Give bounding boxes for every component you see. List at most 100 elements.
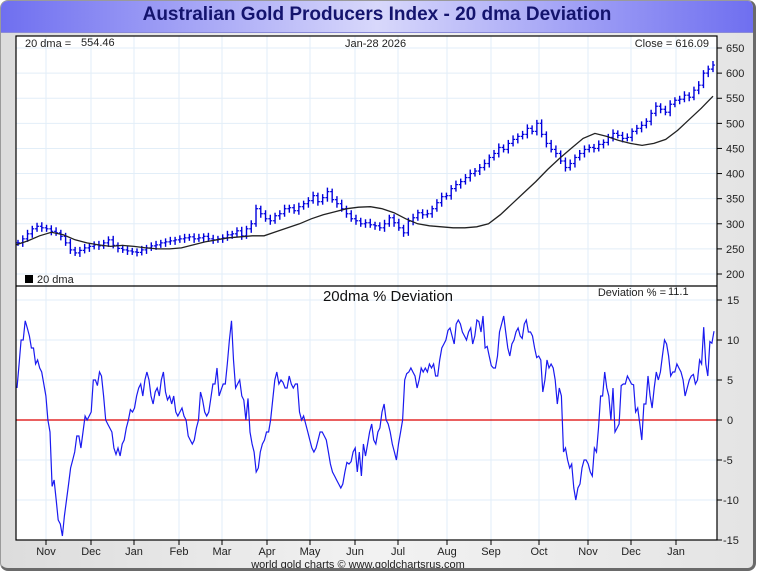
price-bar (106, 236, 111, 247)
price-bar (58, 229, 63, 241)
deviation-readout-value: 11.1 (668, 286, 689, 298)
price-bar (663, 105, 668, 116)
deviation-tick-label: -15 (723, 535, 739, 547)
price-bar (49, 225, 54, 236)
month-tick-label: Jan (667, 546, 685, 558)
price-bar (591, 143, 596, 153)
grid-lines (16, 36, 717, 541)
month-tick-label: Oct (530, 546, 547, 558)
price-bar (534, 119, 539, 136)
price-bar (387, 214, 392, 227)
price-bar (668, 100, 673, 117)
price-bar (572, 154, 577, 168)
price-bar (625, 133, 630, 142)
month-tick-label: Sep (481, 546, 501, 558)
price-bar (377, 222, 382, 231)
price-bar (135, 248, 140, 257)
price-bar (549, 139, 554, 153)
price-bar (601, 139, 606, 149)
price-bar (672, 97, 677, 108)
price-bar (444, 192, 449, 200)
price-tick-label: 650 (726, 43, 744, 55)
price-tick-label: 400 (726, 169, 744, 181)
price-bar (192, 233, 197, 243)
price-bar (511, 135, 516, 147)
month-tick-label: Nov (578, 546, 598, 558)
price-bar (187, 233, 192, 241)
deviation-tick-label: -5 (723, 455, 733, 467)
month-tick-label: Dec (81, 546, 101, 558)
price-bar (463, 174, 468, 185)
price-bar (649, 109, 654, 126)
price-bar (358, 217, 363, 227)
price-bar (634, 124, 639, 135)
price-bar (544, 131, 549, 148)
price-bar (458, 178, 463, 189)
close-value: Close = 616.09 (635, 38, 709, 50)
dma-value: 554.46 (81, 37, 115, 49)
price-bar (701, 70, 706, 89)
price-bar (401, 224, 406, 237)
footer-credit: world gold charts © www.goldchartsrus.co… (251, 559, 465, 571)
price-bar (706, 65, 711, 78)
price-bar (506, 139, 511, 154)
price-bar (73, 246, 78, 256)
deviation-title: 20dma % Deviation (323, 288, 453, 305)
price-bar (539, 119, 544, 138)
month-tick-label: Aug (437, 546, 457, 558)
price-tick-label: 350 (726, 194, 744, 206)
price-bar (263, 210, 268, 222)
price-bar (120, 244, 125, 253)
price-bar (439, 192, 444, 207)
price-bar (577, 149, 582, 161)
price-bar (396, 218, 401, 231)
chart-title: Australian Gold Producers Index - 20 dma… (142, 4, 612, 25)
price-bar (415, 209, 420, 221)
deviation-tick-label: 0 (727, 415, 733, 427)
price-bar (177, 235, 182, 243)
price-bar (353, 214, 358, 225)
price-bar (530, 125, 535, 135)
price-bar (296, 202, 301, 215)
month-tick-label: Mar (213, 546, 232, 558)
price-bar (258, 205, 263, 218)
price-bar (677, 95, 682, 105)
price-bar (496, 143, 501, 158)
price-bar (696, 81, 701, 95)
price-bar (249, 220, 254, 233)
price-bar (287, 204, 292, 213)
price-bar (477, 164, 482, 176)
chart-date: Jan-28 2026 (345, 38, 406, 50)
price-bar (596, 140, 601, 152)
price-tick-label: 600 (726, 68, 744, 80)
price-bar (639, 121, 644, 133)
deviation-tick-label: 10 (727, 335, 739, 347)
price-bar (687, 92, 692, 102)
deviation-tick-label: -10 (723, 495, 739, 507)
price-bar (468, 169, 473, 182)
price-bar (492, 149, 497, 161)
price-bar (472, 168, 477, 177)
price-bar (587, 144, 592, 153)
price-bar (691, 86, 696, 101)
legend-swatch (25, 275, 33, 283)
deviation-tick-label: 5 (727, 375, 733, 387)
price-bar (315, 192, 320, 206)
price-bar (268, 214, 273, 225)
price-bar (482, 159, 487, 171)
price-bar (77, 246, 82, 257)
month-axis: Nov Dec Jan Feb Mar Apr May Jun Jul Aug Sep Oct Nov D… (36, 540, 685, 558)
price-bar (173, 236, 178, 245)
price-bar (453, 180, 458, 192)
price-bar (196, 233, 201, 242)
price-bar (615, 130, 620, 139)
price-bar (620, 131, 625, 143)
price-bar (25, 229, 30, 242)
price-bar (44, 224, 49, 232)
price-bar (39, 222, 44, 232)
price-bar (525, 124, 530, 139)
month-tick-label: Feb (170, 546, 189, 558)
month-tick-label: Nov (36, 546, 56, 558)
month-tick-label: May (300, 546, 321, 558)
